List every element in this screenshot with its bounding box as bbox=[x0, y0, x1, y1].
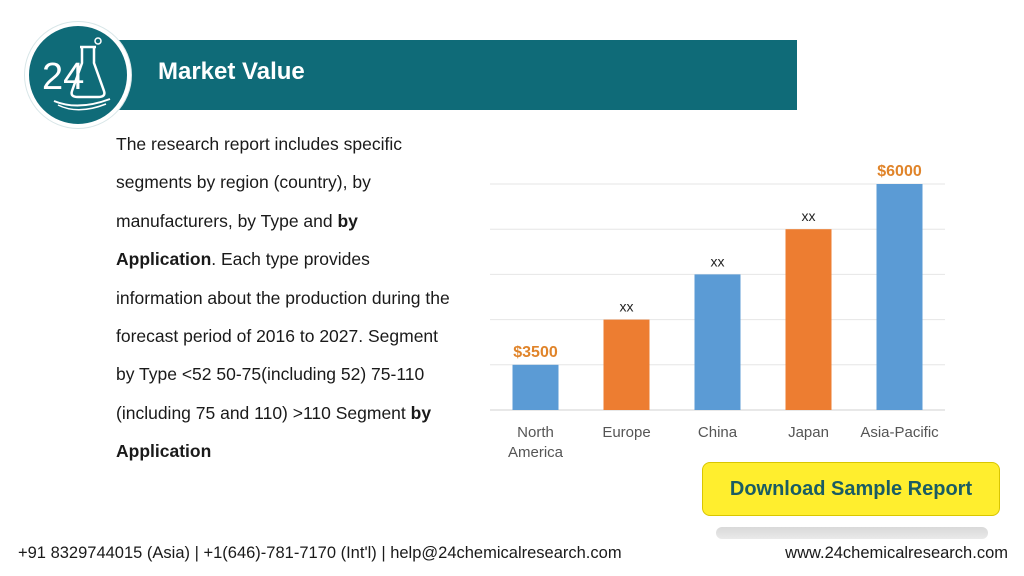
footer-contact: +91 8329744015 (Asia) | +1(646)-781-7170… bbox=[18, 544, 622, 562]
page-title: Market Value bbox=[158, 58, 305, 85]
description-run: . Each type provides information about t… bbox=[116, 249, 450, 423]
brand-logo: 24 bbox=[25, 22, 131, 128]
x-tick-label: North bbox=[517, 424, 554, 441]
data-label: xx bbox=[802, 208, 816, 224]
bar-japan bbox=[785, 229, 832, 410]
bar-chart: $3500 North America xx Europe xx China xx Japan $… bbox=[490, 163, 945, 461]
x-tick-label: China bbox=[698, 424, 738, 441]
description-bold-run: by Application bbox=[116, 210, 358, 270]
button-shadow bbox=[716, 527, 988, 539]
bar-asia-pacific bbox=[876, 184, 923, 410]
bar-europe bbox=[603, 319, 650, 410]
data-label: $3500 bbox=[513, 344, 558, 361]
header-bar: Market Value bbox=[100, 40, 797, 110]
x-tick-label: America bbox=[508, 444, 564, 461]
market-value-chart: $3500 North America xx Europe xx China xx Japan $… bbox=[490, 150, 960, 470]
data-label: xx bbox=[711, 253, 725, 269]
description-run: The research report includes specific se… bbox=[116, 134, 402, 231]
data-label: xx bbox=[620, 299, 634, 315]
flask-icon: 24 bbox=[42, 37, 111, 111]
description-bold-run: by Application bbox=[116, 402, 432, 462]
description-text: The research report includes specific se… bbox=[116, 125, 461, 471]
data-label: $6000 bbox=[877, 163, 922, 180]
download-sample-report-button[interactable]: Download Sample Report bbox=[702, 462, 1000, 516]
footer-website[interactable]: www.24chemicalresearch.com bbox=[785, 544, 1008, 562]
bar-north-america bbox=[512, 364, 559, 410]
x-tick-label: Europe bbox=[602, 424, 650, 441]
bar-china bbox=[694, 274, 741, 410]
x-tick-label: Japan bbox=[788, 424, 829, 441]
x-tick-label: Asia-Pacific bbox=[860, 424, 939, 441]
